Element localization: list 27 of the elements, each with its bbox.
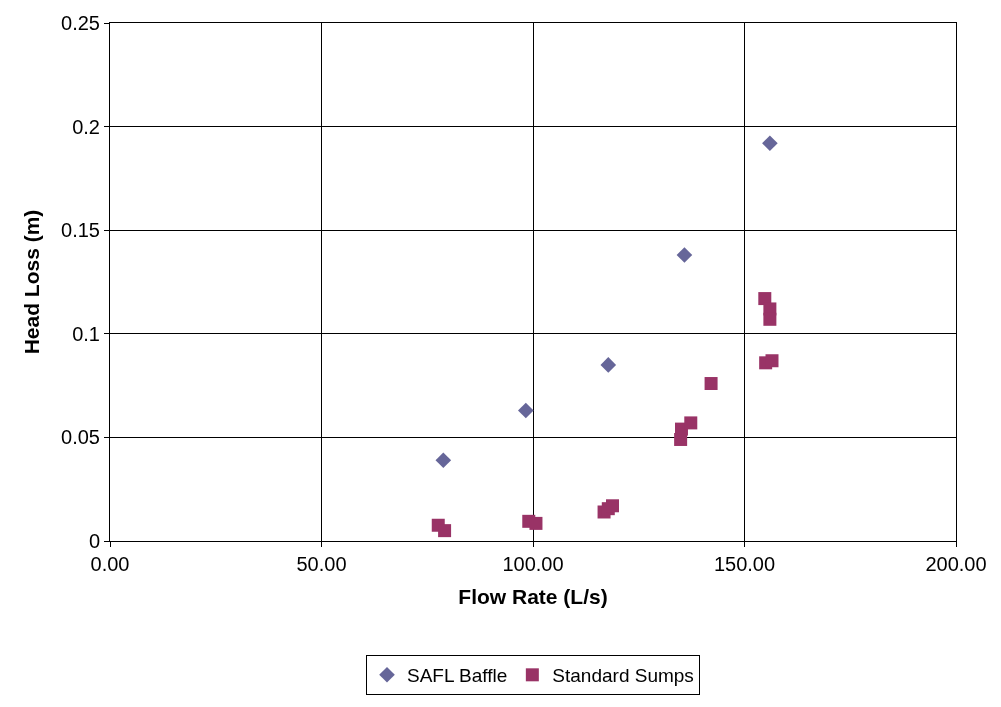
y-tick-label: 0.25 bbox=[61, 12, 100, 34]
point bbox=[435, 452, 452, 468]
point bbox=[704, 377, 718, 391]
point bbox=[438, 524, 452, 538]
legend-label: Standard Sumps bbox=[552, 665, 694, 687]
point bbox=[676, 247, 693, 263]
point bbox=[600, 357, 617, 373]
x-tick-label: 200.00 bbox=[925, 553, 987, 575]
y-tick-label: 0.1 bbox=[72, 322, 100, 345]
x-tick-label: 50.00 bbox=[296, 553, 347, 575]
x-tick-label: 100.00 bbox=[502, 553, 564, 575]
point bbox=[762, 135, 778, 151]
point bbox=[684, 416, 698, 430]
point bbox=[606, 499, 620, 513]
x-tick-label: 150.00 bbox=[713, 553, 776, 575]
legend-label: SAFL Baffle bbox=[407, 665, 508, 687]
x-axis-title: Flow Rate (L/s) bbox=[458, 585, 608, 609]
y-tick-label: 0.05 bbox=[61, 426, 100, 449]
y-tick-label: 0.15 bbox=[61, 219, 100, 242]
point bbox=[763, 312, 777, 326]
point bbox=[765, 354, 779, 368]
point bbox=[529, 516, 543, 530]
point bbox=[518, 402, 534, 419]
x-tick-label: 0.00 bbox=[90, 553, 130, 575]
y-tick-label: 0.2 bbox=[72, 115, 100, 138]
y-axis-title: Head Loss (m) bbox=[20, 209, 44, 355]
y-tick-label: 0 bbox=[88, 530, 100, 552]
